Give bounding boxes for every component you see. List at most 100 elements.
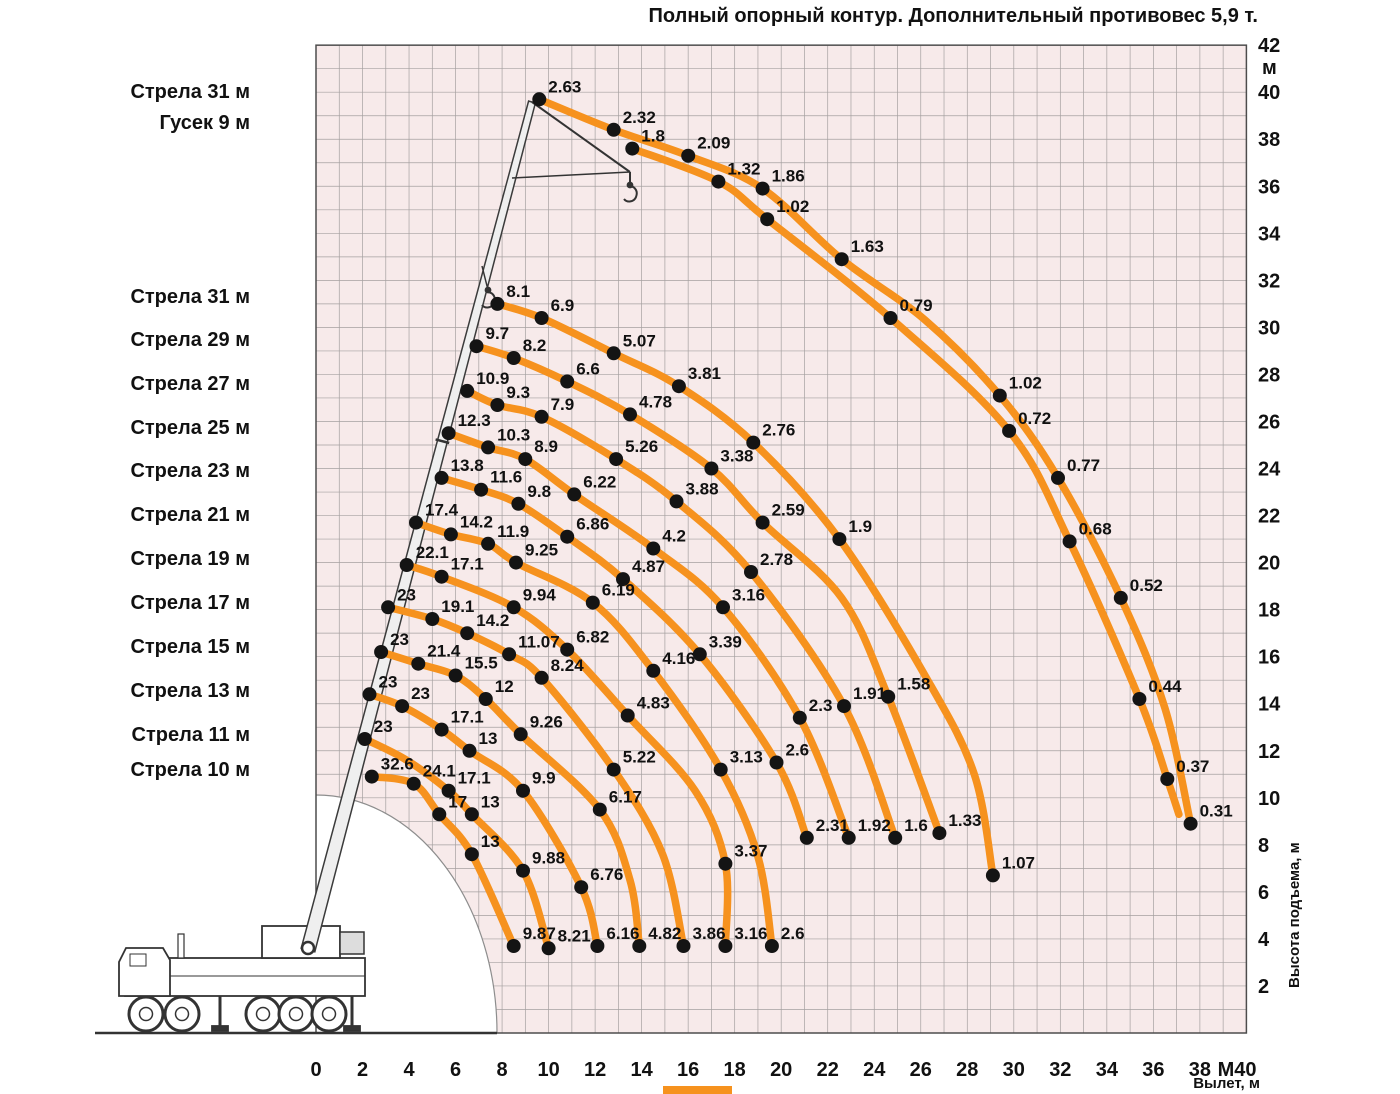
x-tick-label: 26 [910, 1059, 932, 1081]
capacity-dot [506, 600, 521, 615]
x-tick-label: 18 [724, 1059, 746, 1081]
capacity-label: 9.25 [525, 541, 558, 560]
capacity-dot [364, 769, 379, 784]
capacity-dot [888, 830, 903, 845]
capacity-dot [490, 398, 505, 412]
capacity-dot [567, 487, 582, 502]
boom-length-label: Стрела 25 м [130, 417, 250, 439]
capacity-curve [361, 735, 553, 953]
boom-length-label: Стрела 31 м [130, 81, 250, 103]
jib-lower-chord [511, 171, 631, 179]
capacity-label: 13 [479, 729, 498, 748]
x-tick-label: 2 [357, 1059, 368, 1081]
capacity-label: 24.1 [423, 762, 456, 781]
y-tick-label: 24 [1258, 459, 1281, 481]
y-tick-label: 34 [1258, 223, 1281, 245]
capacity-label: 23 [411, 684, 430, 703]
capacity-label: 4.2 [662, 527, 686, 546]
capacity-dot [711, 174, 726, 189]
capacity-dot [434, 569, 449, 584]
capacity-label: 8.24 [551, 656, 585, 675]
capacity-label: 2.63 [548, 77, 581, 96]
capacity-label: 23 [379, 672, 398, 691]
capacity-dot [411, 656, 426, 671]
capacity-curve [412, 518, 776, 950]
capacity-label: 1.6 [904, 816, 928, 835]
capacity-label: 32.6 [381, 755, 414, 774]
capacity-dot [755, 515, 770, 530]
capacity-dot [481, 440, 496, 455]
capacity-label: 2.32 [623, 108, 656, 127]
capacity-dot [374, 645, 389, 659]
capacity-dot [534, 311, 549, 325]
capacity-label: 3.37 [734, 842, 767, 861]
capacity-dot [837, 699, 851, 714]
outrigger-pad-rear [343, 1025, 361, 1032]
crane-turret [261, 925, 341, 959]
y-tick-label: 2 [1258, 976, 1269, 998]
boom-length-label: Стрела 27 м [130, 373, 250, 395]
capacity-label: 10.3 [497, 425, 530, 444]
capacity-label: 1.86 [772, 167, 805, 186]
capacity-dot [534, 670, 549, 685]
wheel-hub [255, 1006, 271, 1022]
y-tick-label: 28 [1258, 364, 1280, 386]
capacity-label: 11.07 [518, 632, 560, 651]
capacity-dot [534, 409, 549, 424]
legend-swatch [663, 1086, 732, 1094]
capacity-dot [1160, 772, 1175, 786]
capacity-label: 23 [374, 717, 393, 736]
capacity-label: 3.13 [730, 748, 763, 767]
capacity-dot [616, 572, 630, 587]
capacity-label: 3.86 [693, 924, 726, 943]
y-tick-label: 18 [1258, 600, 1280, 622]
capacity-dot [513, 727, 528, 742]
capacity-dot [516, 863, 530, 878]
capacity-dot [755, 181, 770, 196]
capacity-dot [406, 776, 421, 791]
capacity-dot [560, 374, 575, 389]
axis-ticks: 0 2 4 6 8 10 12 14 16 18 20 22 24 26 28 30 32 34 36 38 М4042… [310, 35, 1281, 1081]
y-tick-label: 40 [1258, 82, 1280, 104]
capacity-dot [992, 388, 1007, 403]
capacity-dot [590, 939, 605, 953]
capacity-label: 1.02 [776, 197, 809, 216]
capacity-dot [518, 452, 533, 467]
x-tick-label: 0 [310, 1059, 321, 1081]
exhaust-stack [177, 933, 185, 959]
y-tick-label: 12 [1258, 741, 1280, 763]
capacity-dot [443, 527, 458, 542]
capacity-dot [1113, 590, 1128, 605]
capacity-label: 2.78 [760, 550, 793, 569]
capacity-label: 9.3 [506, 383, 530, 402]
boom-length-label: Стрела 21 м [130, 504, 250, 526]
capacity-dot [623, 407, 637, 422]
capacity-label: 13 [481, 832, 500, 851]
jib-hook-icon [623, 185, 638, 203]
capacity-dot [509, 555, 523, 570]
y-tick-label: 38 [1258, 129, 1280, 151]
capacity-dot [646, 663, 661, 678]
capacity-label: 6.19 [602, 581, 635, 600]
boom-length-label: Стрела 15 м [130, 636, 250, 658]
capacity-label: 2.59 [772, 501, 805, 520]
x-end-label: М40 [1218, 1059, 1257, 1081]
capacity-dot [681, 148, 696, 163]
y-tick-label: 4 [1258, 929, 1270, 951]
capacity-dot [646, 541, 661, 556]
capacity-dot [425, 612, 440, 626]
boom-length-label: Стрела 10 м [130, 759, 250, 781]
capacity-label: 0.77 [1067, 456, 1100, 475]
capacity-dot [560, 642, 575, 657]
x-tick-label: 24 [863, 1059, 886, 1081]
y-tick-label: 26 [1258, 411, 1280, 433]
capacity-label: 3.81 [688, 364, 721, 383]
capacity-dot [746, 435, 761, 450]
x-tick-label: 30 [1003, 1059, 1025, 1081]
capacity-dot [718, 856, 733, 871]
capacity-dot [1183, 816, 1198, 831]
x-tick-label: 8 [497, 1059, 508, 1081]
capacity-label: 9.94 [523, 585, 557, 604]
boom-length-label: Стрела 23 м [130, 460, 250, 482]
